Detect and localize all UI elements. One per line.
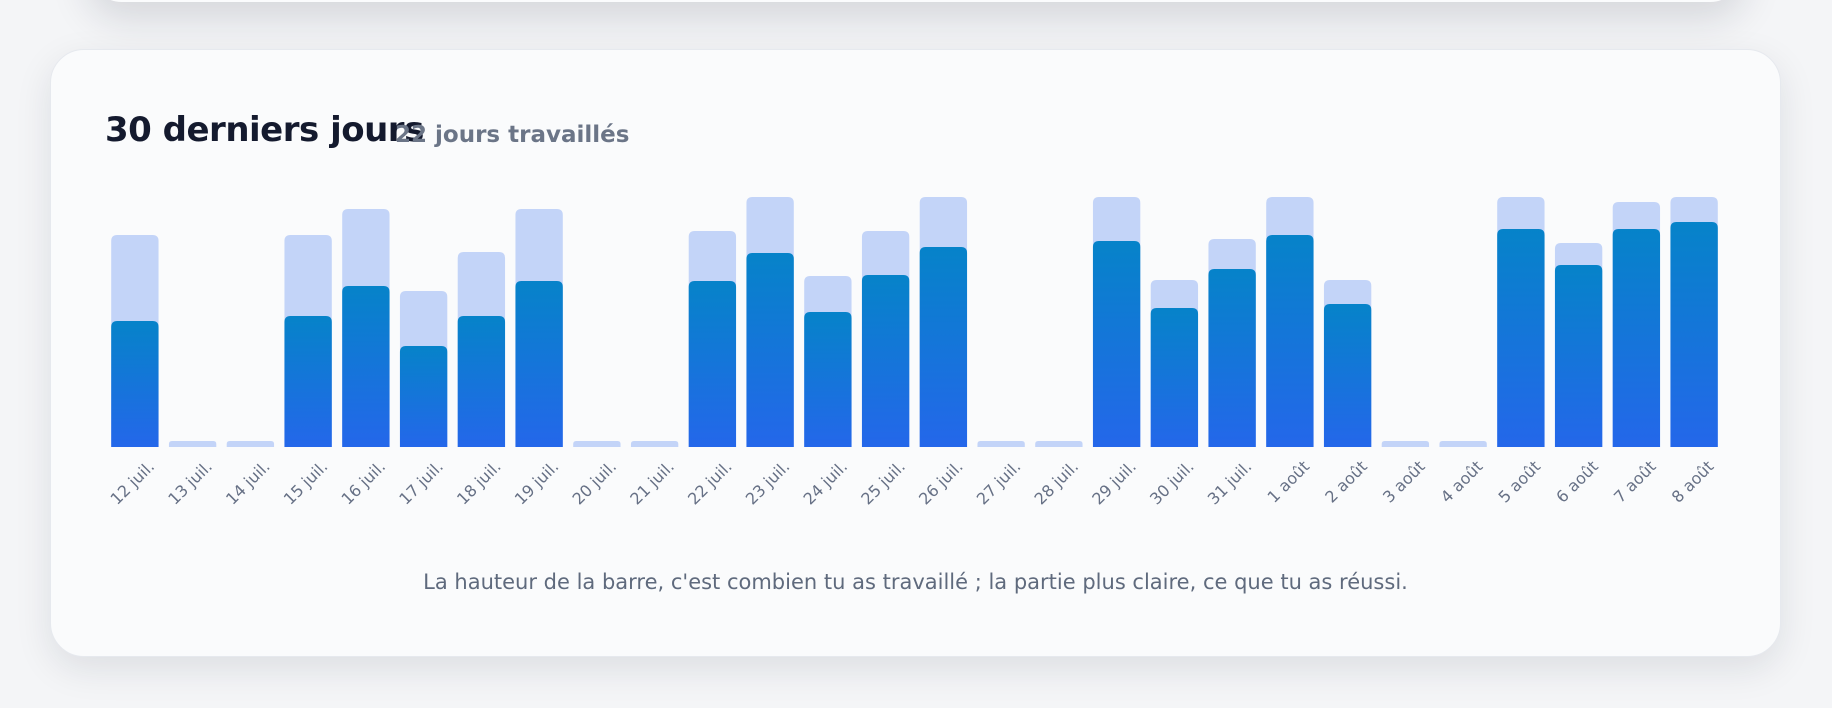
tick-label-14: 26 juil. — [915, 457, 967, 509]
bars-group — [111, 197, 1718, 447]
tick-label-0: 12 juil. — [107, 457, 159, 509]
bar-success-14 — [919, 247, 968, 447]
tick-label-1: 13 juil. — [164, 457, 216, 509]
tick-label-24: 5 août — [1494, 457, 1544, 507]
tick-label-9: 21 juil. — [626, 457, 678, 509]
bar-success-12 — [804, 312, 852, 447]
stats-card — [50, 49, 1781, 657]
tick-label-12: 24 juil. — [800, 457, 852, 509]
tick-label-19: 31 juil. — [1204, 457, 1256, 509]
tick-label-22: 3 août — [1379, 457, 1429, 507]
tick-label-3: 15 juil. — [280, 457, 332, 509]
tick-label-2: 14 juil. — [222, 457, 274, 509]
bar-empty-22 — [1381, 441, 1430, 447]
bar-success-5 — [399, 346, 448, 447]
x-axis-ticks: 12 juil. 13 juil. 14 juil. 15 juil. 16 juil.… — [107, 457, 1718, 509]
tick-label-26: 7 août — [1610, 457, 1660, 507]
bar-success-25 — [1554, 265, 1603, 447]
tick-label-20: 1 août — [1263, 457, 1313, 507]
bar-empty-16 — [1035, 441, 1083, 447]
chart-title: 30 derniers jours — [105, 110, 424, 150]
bar-empty-2 — [226, 441, 275, 447]
tick-label-8: 20 juil. — [569, 457, 621, 509]
bar-success-21 — [1323, 304, 1372, 447]
bar-success-20 — [1266, 235, 1314, 447]
bar-success-26 — [1612, 229, 1661, 447]
tick-label-25: 6 août — [1552, 457, 1602, 507]
bar-success-3 — [284, 316, 332, 447]
bar-empty-1 — [168, 441, 217, 447]
tick-label-4: 16 juil. — [338, 457, 390, 509]
bar-success-19 — [1208, 269, 1256, 447]
daily-bar-chart: 12 juil. 13 juil. 14 juil. 15 juil. 16 juil.… — [107, 197, 1718, 509]
bar-success-27 — [1670, 222, 1718, 447]
tick-label-7: 19 juil. — [511, 457, 563, 509]
tick-label-5: 17 juil. — [395, 457, 447, 509]
tick-label-27: 8 août — [1668, 457, 1718, 507]
bar-success-7 — [515, 281, 563, 447]
bar-success-11 — [746, 253, 794, 447]
tick-label-17: 29 juil. — [1088, 457, 1140, 509]
bar-success-13 — [861, 275, 910, 447]
bar-success-0 — [111, 321, 159, 447]
chart-caption: La hauteur de la barre, c'est combien tu… — [423, 570, 1408, 594]
tick-label-23: 4 août — [1437, 457, 1487, 507]
tick-label-21: 2 août — [1321, 457, 1371, 507]
previous-card — [88, 0, 1744, 2]
tick-label-10: 22 juil. — [684, 457, 736, 509]
tick-label-15: 27 juil. — [973, 457, 1025, 509]
tick-label-6: 18 juil. — [453, 457, 505, 509]
bar-empty-8 — [573, 441, 621, 447]
bar-success-18 — [1150, 308, 1199, 447]
worked-days-count: 22 jours travaillés — [395, 122, 630, 148]
bar-success-10 — [688, 281, 737, 447]
bar-success-24 — [1497, 229, 1545, 447]
bar-success-4 — [342, 286, 390, 447]
bar-empty-23 — [1439, 441, 1487, 447]
bar-success-6 — [457, 316, 506, 447]
bar-success-17 — [1092, 241, 1141, 447]
bar-empty-9 — [630, 441, 679, 447]
tick-label-11: 23 juil. — [742, 457, 794, 509]
tick-label-13: 25 juil. — [857, 457, 909, 509]
tick-label-18: 30 juil. — [1146, 457, 1198, 509]
bar-empty-15 — [977, 441, 1025, 447]
tick-label-16: 28 juil. — [1031, 457, 1083, 509]
